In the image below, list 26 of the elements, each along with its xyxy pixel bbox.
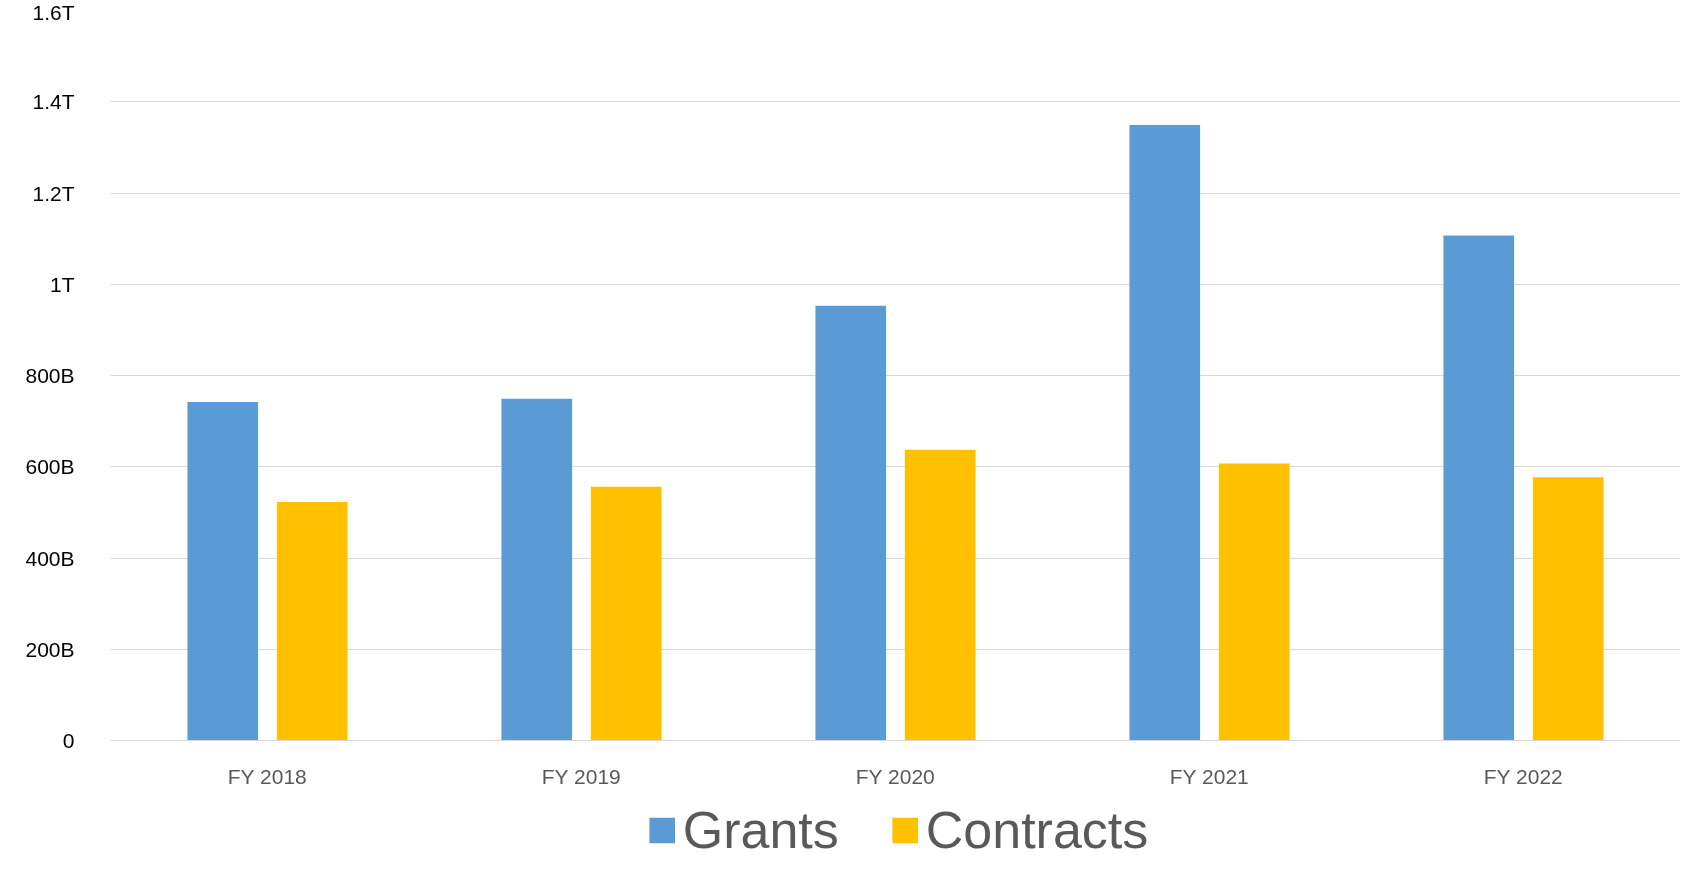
y-tick-label: 1.6T bbox=[32, 0, 75, 24]
bar bbox=[1218, 463, 1290, 741]
x-tick-label: FY 2022 bbox=[1483, 764, 1563, 788]
y-tick-label: 200B bbox=[25, 637, 75, 661]
y-tick-label: 0 bbox=[62, 729, 75, 752]
y-tick-label: 1.2T bbox=[32, 181, 75, 205]
y-tick-label: 600B bbox=[25, 455, 75, 479]
bar bbox=[1129, 125, 1201, 741]
bar bbox=[1443, 235, 1515, 741]
legend-label: Contracts bbox=[925, 800, 1149, 860]
y-tick-label: 1.4T bbox=[32, 90, 75, 114]
bar bbox=[815, 305, 887, 741]
x-tick-label: FY 2018 bbox=[227, 764, 307, 788]
y-tick-label: 800B bbox=[25, 364, 75, 387]
bar bbox=[187, 401, 259, 741]
x-tick-label: FY 2019 bbox=[541, 764, 621, 788]
bar bbox=[276, 501, 348, 741]
bar bbox=[501, 398, 573, 741]
x-tick-label: FY 2020 bbox=[855, 764, 935, 788]
bar bbox=[904, 449, 976, 741]
y-tick-label: 400B bbox=[25, 546, 75, 570]
x-tick-label: FY 2021 bbox=[1169, 764, 1249, 788]
y-tick-label: 1T bbox=[49, 272, 75, 296]
legend-label: Grants bbox=[682, 800, 839, 860]
bar bbox=[1532, 477, 1604, 741]
bar bbox=[590, 486, 662, 741]
